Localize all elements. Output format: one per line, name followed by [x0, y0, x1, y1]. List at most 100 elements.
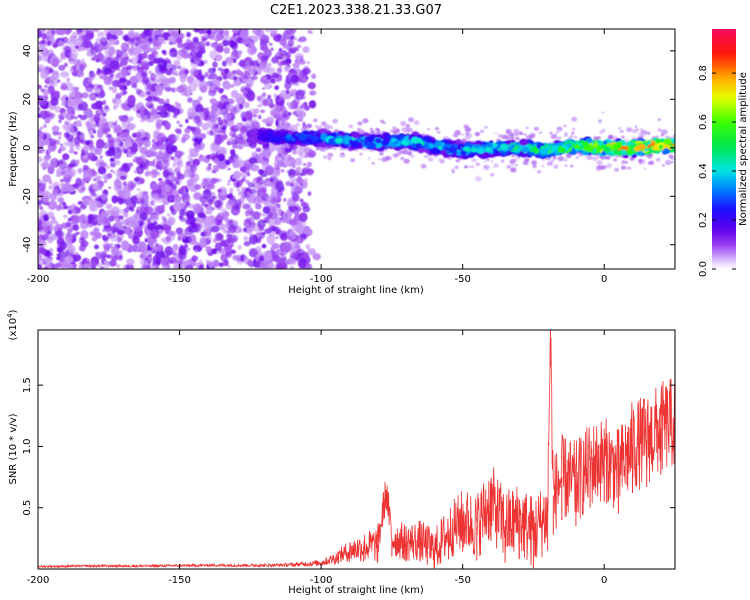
- noise-speck: [307, 248, 316, 256]
- noise-speck: [133, 40, 137, 45]
- noise-speck: [38, 254, 43, 262]
- halo-speck: [471, 165, 475, 168]
- noise-speck: [58, 113, 65, 120]
- halo-speck: [575, 155, 579, 159]
- noise-speck: [151, 189, 158, 195]
- halo-speck: [510, 164, 514, 167]
- noise-speck: [197, 40, 206, 50]
- noise-speck: [140, 111, 145, 118]
- noise-speck: [38, 220, 43, 226]
- noise-speck: [257, 52, 265, 60]
- noise-speck: [208, 260, 215, 269]
- noise-speck: [292, 252, 298, 258]
- noise-speck: [193, 241, 200, 246]
- noise-speck: [179, 74, 187, 83]
- noise-speck: [95, 58, 100, 63]
- noise-speck: [176, 85, 186, 93]
- halo-speck: [408, 117, 414, 123]
- noise-speck: [118, 68, 127, 76]
- noise-speck: [127, 94, 136, 105]
- noise-speck: [59, 241, 67, 250]
- noise-speck: [253, 108, 260, 114]
- noise-speck: [203, 216, 213, 229]
- noise-speck: [246, 90, 256, 102]
- noise-speck: [155, 85, 164, 93]
- noise-speck: [131, 65, 136, 69]
- noise-speck: [81, 58, 85, 63]
- noise-speck: [116, 208, 125, 215]
- noise-speck: [76, 29, 83, 33]
- halo-speck: [573, 135, 578, 139]
- noise-speck: [125, 216, 134, 228]
- noise-speck: [80, 240, 89, 248]
- noise-speck: [307, 191, 312, 196]
- noise-speck: [188, 82, 197, 92]
- noise-speck: [268, 102, 274, 109]
- noise-speck: [143, 139, 151, 148]
- noise-speck: [194, 39, 200, 46]
- noise-speck: [94, 122, 99, 127]
- noise-speck: [66, 221, 71, 228]
- noise-speck: [112, 170, 116, 175]
- noise-speck: [305, 76, 309, 80]
- noise-speck: [142, 52, 148, 59]
- noise-speck: [229, 188, 234, 193]
- noise-speck: [285, 30, 290, 35]
- noise-speck: [93, 193, 100, 199]
- noise-speck: [291, 103, 299, 110]
- noise-speck: [214, 86, 220, 91]
- noise-speck: [268, 42, 273, 46]
- noise-speck: [65, 97, 69, 101]
- noise-speck: [222, 60, 227, 67]
- noise-speck: [116, 54, 120, 59]
- noise-speck: [222, 109, 226, 113]
- noise-speck: [229, 40, 234, 44]
- noise-speck: [74, 251, 79, 256]
- noise-speck: [177, 232, 187, 240]
- noise-speck: [279, 37, 286, 46]
- noise-speck: [55, 173, 62, 178]
- noise-speck: [111, 195, 119, 204]
- noise-speck: [240, 259, 244, 262]
- noise-speck: [188, 222, 197, 234]
- noise-speck: [111, 86, 117, 94]
- halo-speck: [509, 159, 516, 165]
- noise-speck: [171, 70, 176, 76]
- noise-speck: [100, 251, 107, 256]
- halo-speck: [537, 170, 542, 174]
- noise-speck: [150, 192, 160, 203]
- noise-speck: [57, 79, 61, 83]
- noise-speck: [102, 228, 106, 232]
- halo-speck: [626, 127, 633, 133]
- halo-speck: [519, 131, 524, 135]
- noise-speck: [115, 252, 124, 260]
- noise-speck: [122, 51, 129, 58]
- noise-speck: [217, 188, 222, 193]
- noise-speck: [268, 211, 278, 220]
- noise-speck: [303, 105, 310, 111]
- halo-speck: [291, 149, 298, 155]
- halo-speck: [281, 144, 287, 149]
- noise-speck: [289, 219, 297, 226]
- noise-speck: [263, 38, 268, 44]
- noise-speck: [194, 184, 202, 190]
- noise-speck: [105, 203, 113, 210]
- halo-speck: [506, 165, 512, 169]
- noise-speck: [220, 253, 228, 262]
- noise-speck: [121, 118, 131, 130]
- noise-speck: [223, 47, 231, 54]
- noise-speck: [120, 42, 130, 53]
- noise-speck: [66, 106, 75, 114]
- halo-speck: [461, 133, 464, 136]
- halo-speck: [570, 164, 574, 168]
- noise-speck: [60, 143, 64, 147]
- noise-speck: [228, 156, 234, 162]
- noise-speck: [306, 123, 313, 129]
- noise-speck: [209, 112, 218, 124]
- halo-speck: [626, 166, 632, 171]
- noise-speck: [107, 215, 115, 222]
- noise-speck: [114, 29, 124, 36]
- noise-speck: [289, 175, 297, 182]
- noise-speck: [75, 66, 80, 71]
- halo-speck: [650, 160, 654, 163]
